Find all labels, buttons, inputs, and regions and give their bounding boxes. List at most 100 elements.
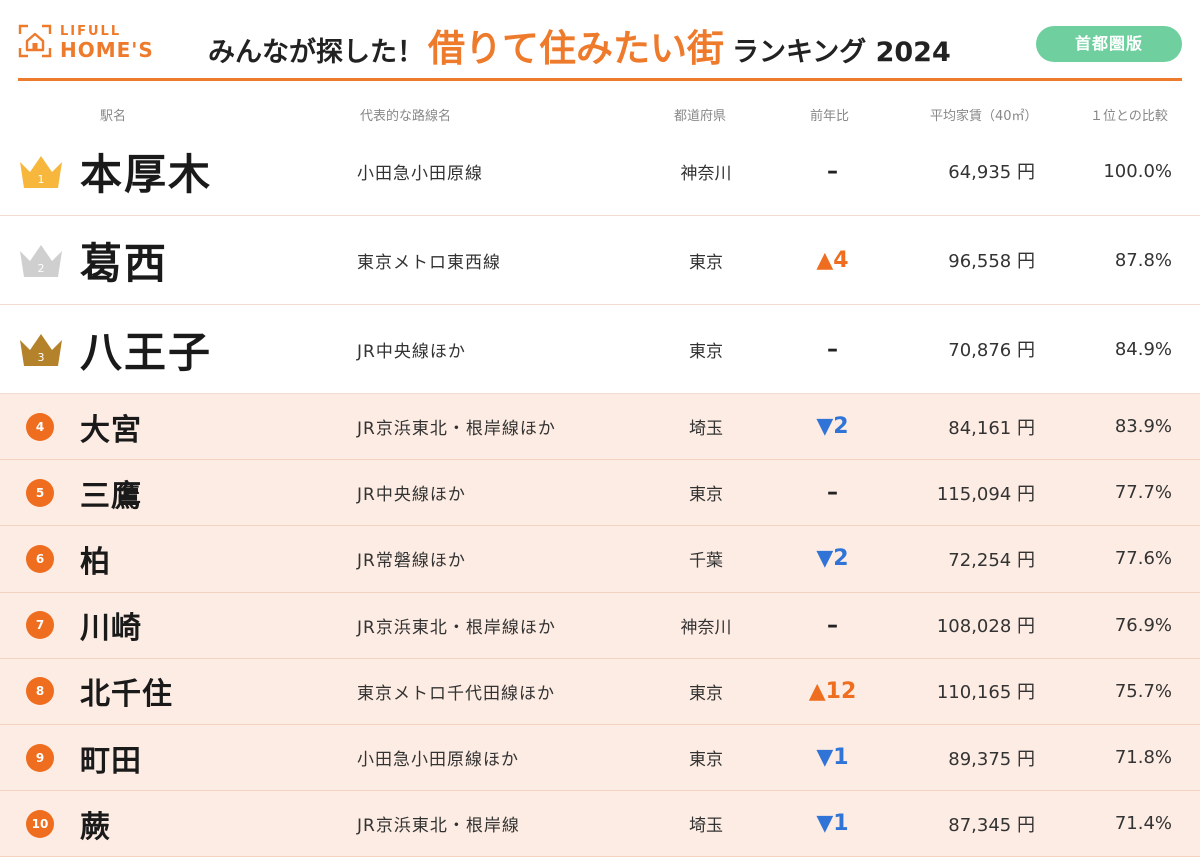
- rank-number: 6: [26, 544, 54, 573]
- line-name: JR常磐線ほか: [357, 551, 466, 572]
- logo-text-lifull: LIFULL: [60, 24, 122, 39]
- line-name: 小田急小田原線ほか: [357, 750, 519, 771]
- prefecture: 埼玉: [689, 419, 723, 440]
- rank-marker: 4: [26, 394, 54, 459]
- year-change: ▼1: [816, 745, 849, 771]
- prefecture: 東京: [689, 683, 723, 704]
- prefecture: 千葉: [689, 551, 723, 572]
- average-rent: 96,558 円: [948, 251, 1035, 272]
- station-name: 大宮: [80, 412, 142, 448]
- title-prefix: みんなが探した！: [208, 37, 424, 68]
- line-name: 東京メトロ東西線: [357, 252, 501, 273]
- ratio-to-first: 71.4%: [1114, 813, 1172, 835]
- table-row: 3 八王子 JR中央線ほか 東京 – 70,876 円 84.9%: [0, 305, 1200, 394]
- prefecture: 東京: [689, 750, 723, 771]
- ratio-to-first: 77.6%: [1114, 548, 1172, 570]
- rank-marker: 9: [26, 725, 54, 790]
- rank-number: 1: [38, 173, 45, 186]
- rank-marker: 5: [26, 460, 54, 525]
- average-rent: 108,028 円: [936, 616, 1035, 638]
- prefecture: 東京: [689, 252, 723, 273]
- logo-text-homes: HOME'S: [60, 38, 154, 62]
- rank-number: 5: [26, 478, 54, 507]
- line-name: JR京浜東北・根岸線: [357, 816, 520, 837]
- table-row: 2 葛西 東京メトロ東西線 東京 ▲4 96,558 円 87.8%: [0, 216, 1200, 305]
- average-rent: 84,161 円: [948, 417, 1035, 439]
- title-main: 借りて住みたい街: [428, 27, 724, 70]
- crown-silver-icon: 2: [20, 245, 62, 277]
- line-name: JR京浜東北・根岸線ほか: [357, 419, 556, 440]
- rank-number: 3: [38, 351, 45, 364]
- year-change: –: [827, 480, 838, 506]
- station-name: 北千住: [80, 677, 173, 713]
- rank-number: 9: [26, 743, 54, 772]
- ratio-to-first: 71.8%: [1114, 747, 1172, 769]
- column-header-rent: 平均家賃（40㎡）: [930, 109, 1038, 124]
- rank-marker: 6: [26, 526, 54, 591]
- year-change: ▲12: [808, 678, 857, 704]
- station-name: 川崎: [80, 611, 142, 647]
- station-name: 八王子: [80, 327, 213, 377]
- ratio-to-first: 76.9%: [1114, 614, 1172, 636]
- line-name: JR京浜東北・根岸線ほか: [357, 617, 556, 638]
- prefecture: 神奈川: [680, 617, 732, 638]
- rank-number: 10: [26, 809, 54, 838]
- year-change: –: [827, 158, 838, 184]
- average-rent: 87,345 円: [948, 814, 1035, 836]
- table-row: 4 大宮 JR京浜東北・根岸線ほか 埼玉 ▼2 84,161 円 83.9%: [0, 394, 1200, 461]
- line-name: JR中央線ほか: [357, 485, 466, 506]
- table-row: 9 町田 小田急小田原線ほか 東京 ▼1 89,375 円 71.8%: [0, 725, 1200, 792]
- column-header-change: 前年比: [810, 109, 850, 124]
- header-divider: [18, 78, 1182, 81]
- ratio-to-first: 75.7%: [1114, 680, 1172, 702]
- table-row: 6 柏 JR常磐線ほか 千葉 ▼2 72,254 円 77.6%: [0, 526, 1200, 593]
- average-rent: 64,935 円: [948, 162, 1035, 183]
- year-change: ▼2: [816, 414, 849, 440]
- rank-marker: 2: [18, 216, 64, 304]
- crown-gold-icon: 1: [20, 156, 62, 188]
- year-change: ▲4: [816, 247, 849, 273]
- rank-number: 7: [26, 611, 54, 640]
- ratio-to-first: 87.8%: [1114, 249, 1172, 271]
- average-rent: 89,375 円: [948, 748, 1035, 770]
- station-name: 三鷹: [80, 478, 142, 514]
- prefecture: 東京: [689, 341, 723, 362]
- rank-marker: 3: [18, 305, 64, 393]
- table-row: 5 三鷹 JR中央線ほか 東京 – 115,094 円 77.7%: [0, 460, 1200, 527]
- ratio-to-first: 77.7%: [1114, 482, 1172, 504]
- rank-number: 2: [38, 262, 45, 275]
- rank-marker: 10: [26, 791, 54, 856]
- line-name: 東京メトロ千代田線ほか: [357, 683, 555, 704]
- title-suffix: ランキング 2024: [732, 37, 951, 68]
- column-header-station: 駅名: [100, 109, 127, 124]
- year-change: ▼1: [816, 811, 849, 837]
- rank-marker: 8: [26, 659, 54, 724]
- rank-marker: 7: [26, 593, 54, 658]
- column-header-line: 代表的な路線名: [360, 109, 452, 124]
- year-change: –: [827, 336, 838, 362]
- average-rent: 72,254 円: [948, 549, 1035, 571]
- prefecture: 東京: [689, 485, 723, 506]
- table-row: 7 川崎 JR京浜東北・根岸線ほか 神奈川 – 108,028 円 76.9%: [0, 592, 1200, 659]
- ratio-to-first: 100.0%: [1103, 160, 1172, 182]
- ratio-to-first: 83.9%: [1114, 416, 1172, 438]
- prefecture: 埼玉: [689, 816, 723, 837]
- average-rent: 70,876 円: [948, 340, 1035, 361]
- ratio-to-first: 84.9%: [1114, 338, 1172, 360]
- column-header-ratio: １位との比較: [1090, 109, 1168, 124]
- page-header: LIFULL HOME'S みんなが探した！ 借りて住みたい街 ランキング 2024…: [0, 0, 1200, 82]
- table-row: 1 本厚木 小田急小田原線 神奈川 – 64,935 円 100.0%: [0, 127, 1200, 216]
- station-name: 町田: [80, 743, 142, 779]
- rank-number: 8: [26, 677, 54, 706]
- prefecture: 神奈川: [680, 163, 732, 184]
- house-logo-icon: [18, 24, 52, 58]
- station-name: 蕨: [80, 809, 111, 845]
- average-rent: 110,165 円: [936, 682, 1035, 704]
- rank-marker: 1: [18, 127, 64, 215]
- table-row: 10 蕨 JR京浜東北・根岸線 埼玉 ▼1 87,345 円 71.4%: [0, 791, 1200, 857]
- station-name: 葛西: [80, 238, 169, 288]
- crown-bronze-icon: 3: [20, 334, 62, 366]
- region-badge: 首都圏版: [1036, 26, 1182, 62]
- average-rent: 115,094 円: [936, 483, 1035, 505]
- rank-number: 4: [26, 412, 54, 441]
